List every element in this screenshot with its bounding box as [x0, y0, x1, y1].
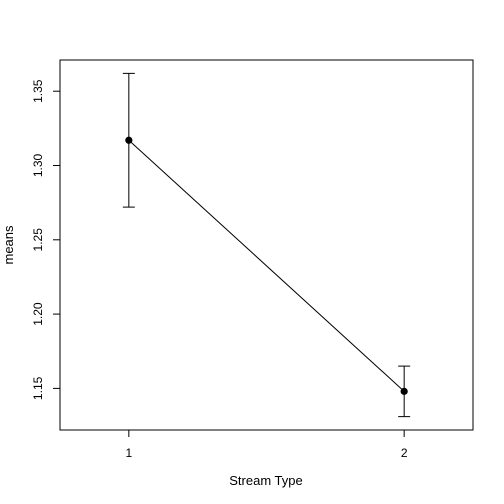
y-tick-label: 1.35 — [31, 79, 45, 103]
y-tick-label: 1.30 — [31, 154, 45, 178]
y-tick-label: 1.20 — [31, 302, 45, 326]
data-point — [125, 136, 133, 144]
x-tick-label: 1 — [125, 446, 132, 460]
x-tick-label: 2 — [401, 446, 408, 460]
plot-frame — [59, 59, 474, 431]
series-line — [128, 139, 405, 392]
y-tick-label: 1.15 — [31, 376, 45, 400]
series-layer — [122, 72, 411, 418]
x-axis-title: Stream Type — [229, 473, 302, 488]
data-point — [400, 387, 408, 395]
y-axis-title: means — [1, 225, 16, 265]
y-tick-label: 1.25 — [31, 228, 45, 252]
y-axis: 1.15 1.20 1.25 1.30 1.35 — [31, 79, 60, 400]
